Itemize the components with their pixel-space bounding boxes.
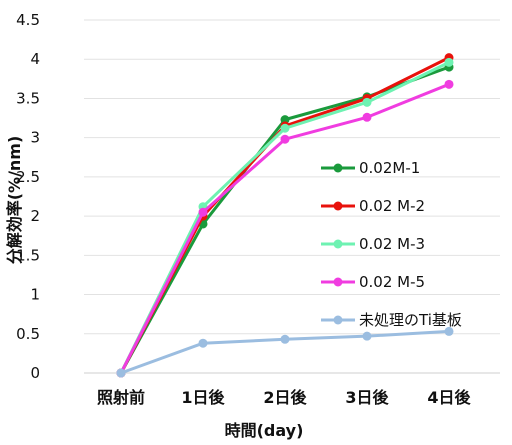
data-point: [280, 123, 290, 133]
y-tick-label: 0.5: [16, 325, 40, 343]
data-point: [444, 79, 454, 89]
x-tick-label: 2日後: [263, 388, 307, 407]
x-tick-label: 3日後: [345, 388, 389, 407]
y-axis-title: 分解効率(%/nm): [5, 136, 24, 265]
x-axis-ticks: 照射前 1日後 2日後 3日後 4日後: [97, 388, 472, 407]
x-tick-label: 照射前: [97, 388, 145, 407]
y-tick-label: 1: [30, 286, 40, 304]
data-point: [280, 115, 290, 125]
data-point: [362, 331, 372, 341]
data-point: [362, 112, 372, 122]
y-tick-label: 2.5: [16, 168, 40, 186]
data-point: [444, 326, 454, 336]
legend-marker: [333, 239, 343, 249]
x-axis-title: 時間(day): [225, 421, 304, 440]
data-point: [116, 368, 126, 378]
data-point: [198, 338, 208, 348]
data-point: [280, 134, 290, 144]
y-tick-label: 4: [30, 50, 40, 68]
gridlines: [84, 19, 500, 374]
y-tick-label: 0: [30, 364, 40, 382]
legend-label: 0.02 M-3: [359, 235, 425, 253]
legend-marker: [333, 315, 343, 325]
series-lines: [116, 53, 454, 378]
y-axis-ticks: 0 0.5 1 1.5 2 2.5 3 3.5 4 4.5: [16, 11, 40, 382]
data-point: [362, 97, 372, 107]
series-5: [116, 326, 454, 378]
legend-label: 0.02 M-2: [359, 197, 425, 215]
series-3: [116, 57, 454, 378]
legend-label: 0.02M-1: [359, 159, 420, 177]
legend-marker: [333, 163, 343, 173]
y-tick-label: 2: [30, 207, 40, 225]
data-point: [280, 334, 290, 344]
y-tick-label: 3.5: [16, 89, 40, 107]
y-tick-label: 1.5: [16, 246, 40, 264]
y-tick-label: 4.5: [16, 11, 40, 29]
legend-marker: [333, 277, 343, 287]
legend: 0.02M-1 0.02 M-2 0.02 M-3 0.02 M-5 未処理のTi基板: [321, 159, 462, 329]
legend-label: 0.02 M-5: [359, 273, 425, 291]
y-tick-label: 3: [30, 129, 40, 147]
series-1: [116, 62, 454, 378]
x-tick-label: 4日後: [427, 388, 471, 407]
legend-marker: [333, 201, 343, 211]
data-point: [198, 207, 208, 217]
data-point: [444, 57, 454, 67]
legend-label: 未処理のTi基板: [359, 311, 462, 329]
x-tick-label: 1日後: [181, 388, 225, 407]
